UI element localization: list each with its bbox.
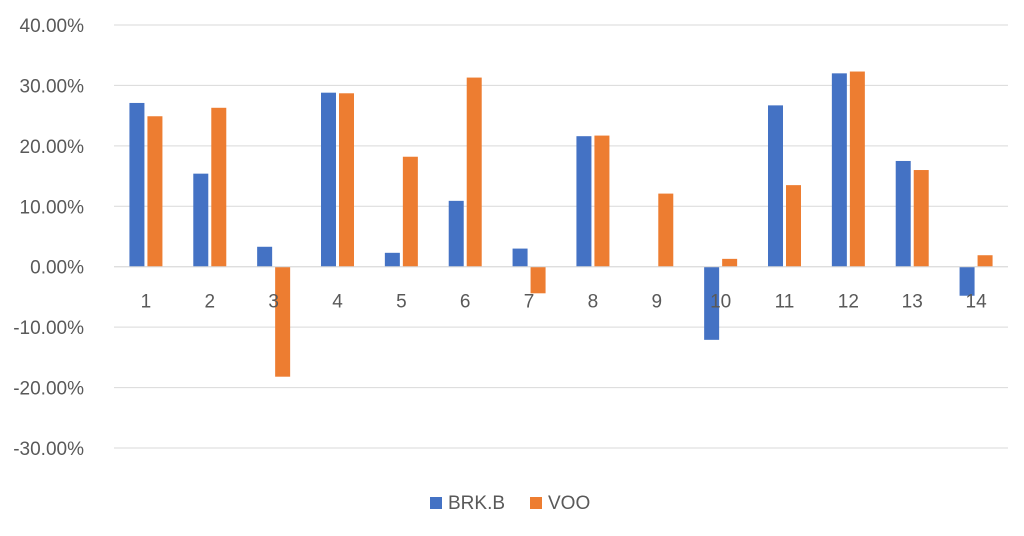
x-tick-label: 13 (902, 292, 923, 313)
bar-voo-11 (786, 185, 801, 267)
bar-voo-6 (466, 77, 482, 267)
x-tick-label: 5 (396, 292, 407, 313)
bar-voo-12 (849, 71, 865, 267)
y-tick-label: 30.00% (20, 76, 85, 97)
bar-voo-14 (977, 255, 993, 267)
legend: BRK.B VOO (430, 493, 590, 514)
bar-brk-b-11 (768, 105, 783, 267)
x-tick-label: 10 (710, 292, 731, 313)
bar-brk-b-8 (576, 136, 592, 267)
bar-brk-b-12 (831, 73, 847, 267)
bar-brk-b-2 (193, 173, 209, 267)
bar-brk-b-3 (257, 246, 273, 267)
x-tick-label: 8 (588, 292, 599, 313)
legend-swatch-voo (530, 497, 542, 509)
x-tick-label: 4 (332, 292, 343, 313)
x-tick-label: 1 (141, 292, 152, 313)
bar-brk-b-6 (448, 200, 464, 267)
x-tick-label: 6 (460, 292, 471, 313)
bar-brk-b-7 (512, 248, 528, 267)
y-tick-label: 40.00% (20, 16, 85, 37)
bar-voo-5 (402, 156, 418, 267)
y-tick-label: 10.00% (20, 197, 85, 218)
x-tick-label: 14 (966, 292, 988, 313)
y-tick-label: 20.00% (20, 137, 85, 158)
bar-voo-3 (275, 266, 291, 377)
y-axis-tick-labels: 40.00% 30.00% 20.00% 10.00% 0.00% -10.00% -20.… (13, 16, 84, 460)
legend-label: BRK.B (448, 493, 505, 514)
x-tick-label: 2 (204, 292, 215, 313)
bar-brk-b-5 (384, 252, 400, 267)
bar-voo-7 (530, 266, 546, 294)
legend-label: VOO (548, 493, 590, 514)
y-tick-label: -10.00% (13, 318, 84, 339)
bar-voo-2 (211, 107, 227, 267)
x-axis-tick-labels: 1 2 3 4 5 6 7 8 9 10 11 12 13 14 (141, 292, 987, 313)
bar-brk-b-1 (129, 102, 145, 267)
bar-voo-4 (339, 93, 354, 267)
x-tick-label: 7 (524, 292, 535, 313)
x-tick-label: 11 (775, 292, 795, 313)
y-tick-label: -20.00% (13, 379, 84, 400)
bar-voo-1 (147, 116, 163, 267)
x-tick-label: 9 (651, 292, 662, 313)
bar-brk-b-13 (895, 160, 911, 267)
bars (129, 71, 993, 377)
x-tick-label: 3 (268, 292, 279, 313)
bar-voo-10 (722, 258, 738, 267)
y-tick-label: 0.00% (30, 258, 84, 279)
gridlines (114, 24, 1008, 449)
x-tick-label: 12 (838, 292, 859, 313)
bar-voo-9 (658, 193, 674, 267)
bar-voo-8 (594, 135, 610, 267)
y-tick-label: -30.00% (13, 439, 84, 460)
bar-brk-b-14 (959, 266, 975, 296)
bar-brk-b-4 (321, 92, 336, 267)
bar-brk-b-10 (704, 266, 720, 340)
legend-swatch-brk-b (430, 497, 442, 509)
bar-voo-13 (913, 170, 929, 267)
